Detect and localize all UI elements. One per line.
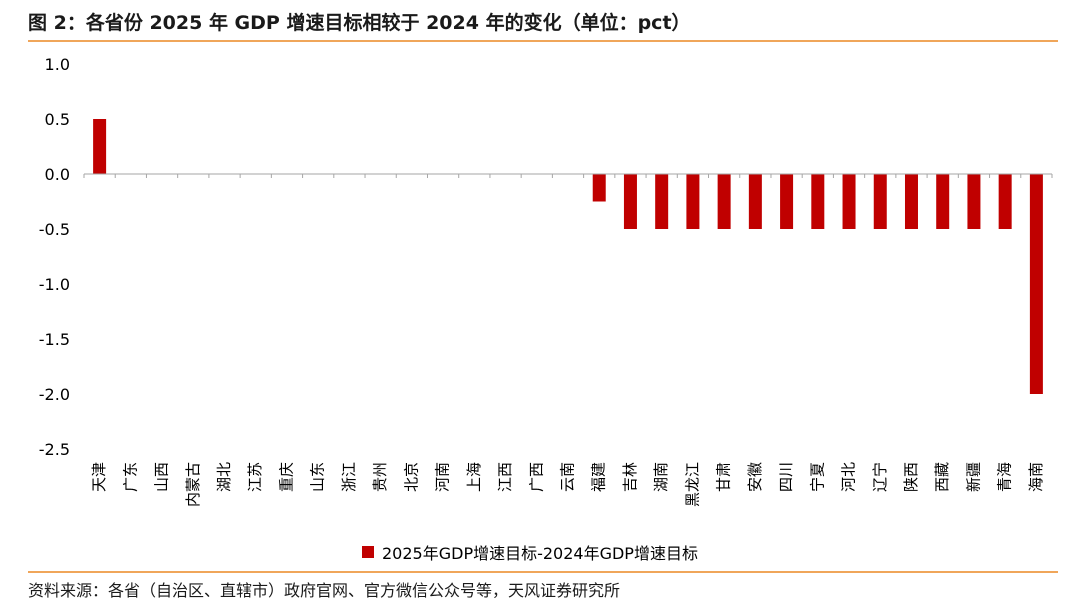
x-category-label: 湖南 <box>652 462 670 492</box>
bar <box>686 174 700 229</box>
y-tick-label: 1.0 <box>45 55 70 74</box>
x-category-label: 湖北 <box>215 462 233 492</box>
x-category-label: 辽宁 <box>871 462 889 492</box>
bar <box>655 174 669 229</box>
x-category-label: 山西 <box>153 462 171 492</box>
x-category-label: 安徽 <box>746 462 764 492</box>
x-category-label: 青海 <box>996 462 1014 492</box>
x-category-label: 海南 <box>1027 462 1045 492</box>
bar <box>904 174 918 229</box>
y-tick-label: 0.5 <box>45 110 70 129</box>
bar <box>717 174 731 229</box>
x-category-label: 河南 <box>434 462 452 492</box>
x-category-label: 云南 <box>559 462 577 492</box>
x-category-label: 宁夏 <box>808 462 826 492</box>
bar <box>1029 174 1043 394</box>
y-tick-label: -1.5 <box>39 330 70 349</box>
x-category-label: 河北 <box>840 462 858 492</box>
bar <box>998 174 1012 229</box>
bar <box>623 174 637 229</box>
x-category-label: 西藏 <box>933 462 951 492</box>
x-category-label: 吉林 <box>621 462 639 492</box>
bar <box>842 174 856 229</box>
chart-title: 图 2：各省份 2025 年 GDP 增速目标相较于 2024 年的变化（单位：… <box>28 12 691 34</box>
x-category-label: 浙江 <box>340 462 358 492</box>
legend-label: 2025年GDP增速目标-2024年GDP增速目标 <box>382 544 698 563</box>
bar <box>967 174 981 229</box>
x-category-label: 福建 <box>590 462 608 492</box>
bar <box>780 174 794 229</box>
x-category-label: 贵州 <box>371 462 389 492</box>
x-category-label: 黑龙江 <box>683 462 701 507</box>
x-category-label: 上海 <box>465 462 483 492</box>
y-tick-label: -2.5 <box>39 440 70 459</box>
x-category-label: 重庆 <box>277 462 295 492</box>
x-category-label: 新疆 <box>964 462 982 492</box>
y-tick-label: -2.0 <box>39 385 70 404</box>
bar <box>748 174 762 229</box>
x-category-label: 天津 <box>90 462 108 492</box>
source-divider <box>28 571 1058 573</box>
bar <box>873 174 887 229</box>
bar <box>811 174 825 229</box>
y-tick-label: -0.5 <box>39 220 70 239</box>
x-category-label: 陕西 <box>902 462 920 492</box>
x-category-label: 山东 <box>309 462 327 492</box>
legend: 2025年GDP增速目标-2024年GDP增速目标 <box>362 540 698 564</box>
bar <box>936 174 950 229</box>
y-tick-label: 0.0 <box>45 165 70 184</box>
x-category-label: 四川 <box>777 462 795 492</box>
source-note: 资料来源：各省（自治区、直辖市）政府官网、官方微信公众号等，天风证券研究所 <box>28 581 621 600</box>
bar-chart: 1.00.50.0-0.5-1.0-1.5-2.0-2.5 天津 广东 山西 内蒙古湖… <box>39 55 1053 507</box>
bar <box>592 174 606 202</box>
y-tick-label: -1.0 <box>39 275 70 294</box>
bar <box>93 119 107 174</box>
x-category-label: 江西 <box>496 462 514 492</box>
x-category-label: 北京 <box>402 462 420 492</box>
x-category-label: 江苏 <box>246 462 264 492</box>
x-category-label: 广东 <box>121 462 139 492</box>
x-category-label: 内蒙古 <box>184 462 202 507</box>
title-divider <box>28 40 1058 42</box>
legend-swatch <box>362 546 374 558</box>
x-category-label: 甘肃 <box>715 462 733 492</box>
x-category-label: 广西 <box>527 462 545 492</box>
